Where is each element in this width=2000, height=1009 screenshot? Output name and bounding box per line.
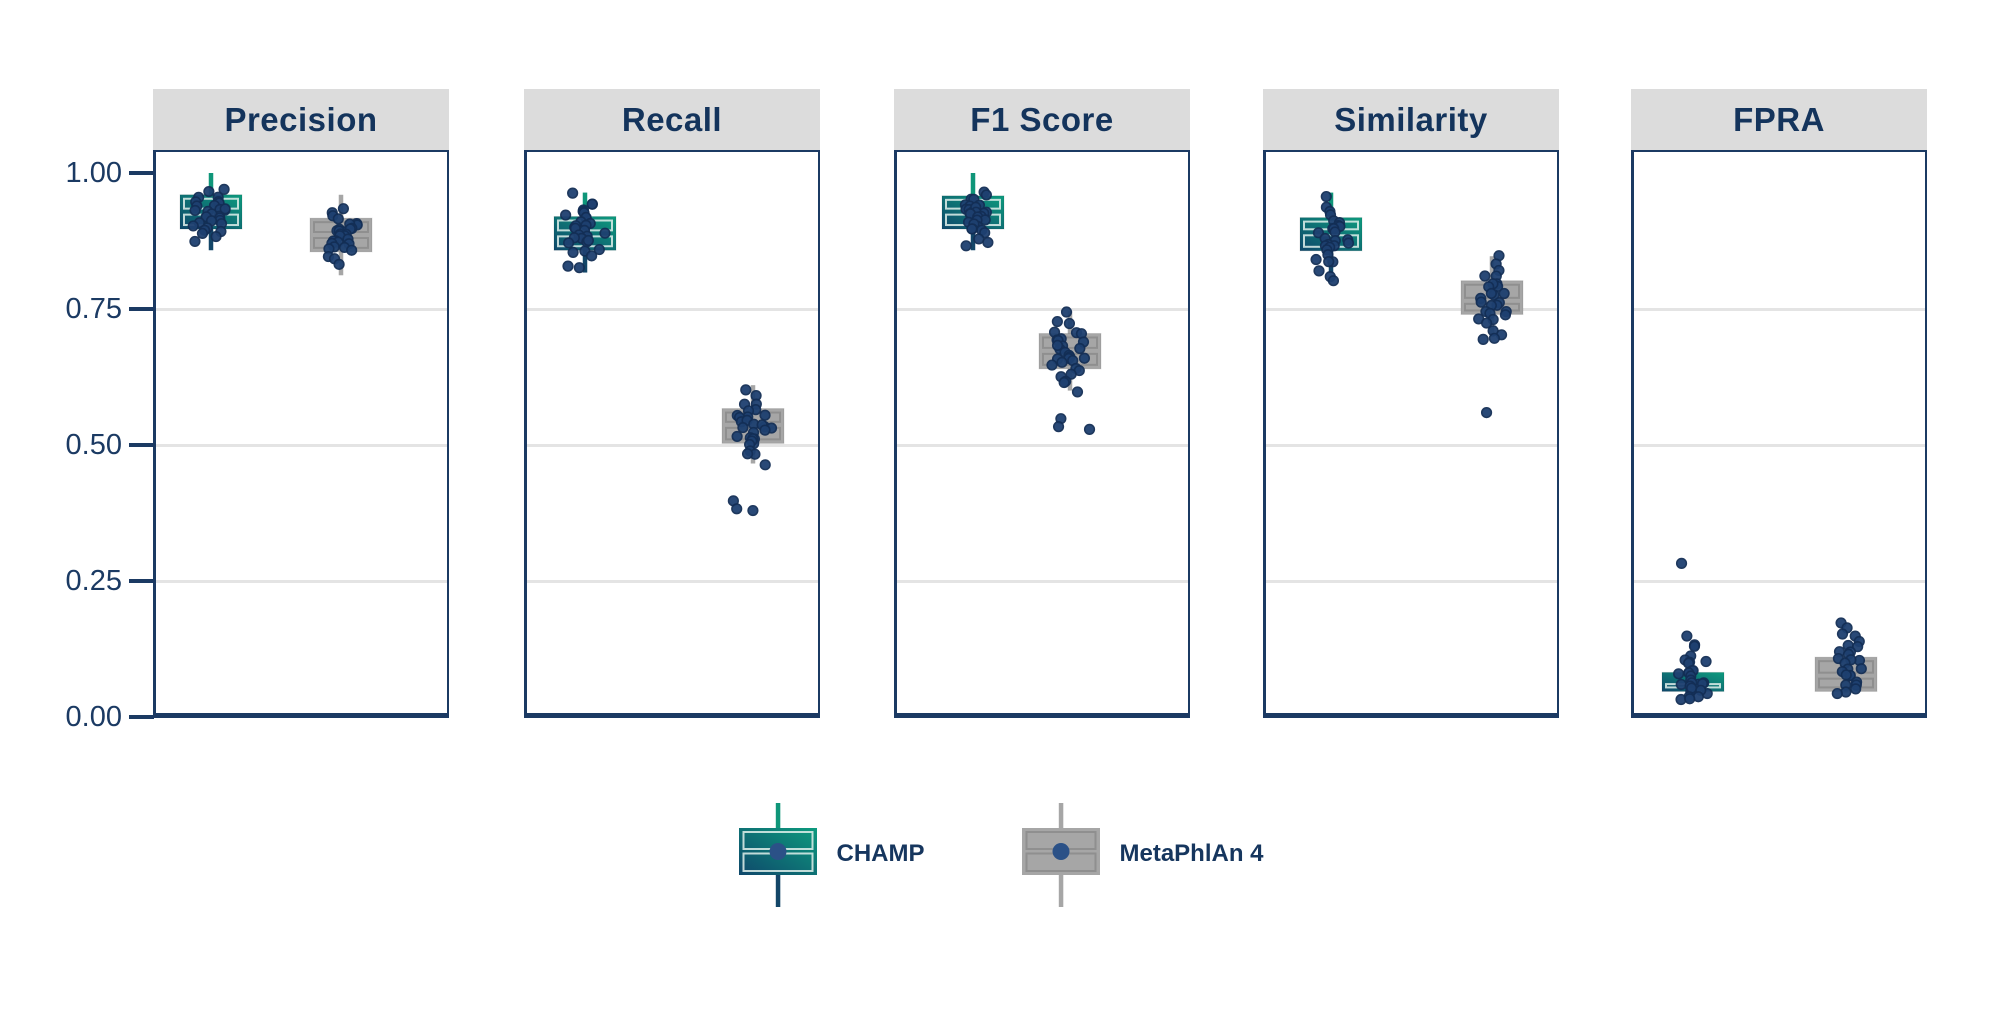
gridline-0.5: [527, 443, 818, 447]
metaphlan4-boxplot-key-icon: [1022, 803, 1101, 907]
gridline-0.5: [1634, 443, 1925, 447]
panel-precision: [153, 150, 449, 718]
champ-boxplot-key-icon: [739, 803, 818, 907]
panel-similarity: [1263, 150, 1559, 718]
gridline-0.5: [897, 443, 1188, 447]
y-tick-label-1.00: 1.00: [65, 157, 122, 189]
legend-label-metaphlan4: MetaPhlAn 4: [1119, 840, 1264, 867]
y-tick-mark-0.50: [129, 443, 154, 447]
facet-header-similarity: Similarity: [1263, 89, 1559, 150]
panel-f1-score: [894, 150, 1190, 718]
gridline-0.75: [527, 307, 818, 311]
gridline-0.75: [156, 307, 447, 311]
facet-header-recall: Recall: [524, 89, 820, 150]
y-tick-label-0.50: 0.50: [65, 429, 122, 461]
gridline-0.25: [156, 579, 447, 583]
y-tick-mark-0.25: [129, 579, 154, 583]
legend-item-champ: CHAMP: [736, 795, 924, 913]
gridline-0.25: [897, 579, 1188, 583]
y-tick-label-0.25: 0.25: [65, 565, 122, 597]
gridline-0.75: [1634, 307, 1925, 311]
y-tick-mark-0.00: [129, 715, 154, 719]
panel-fpra: [1631, 150, 1927, 718]
gridline-0.75: [897, 307, 1188, 311]
gridline-0.5: [156, 443, 447, 447]
facet-header-fpra: FPRA: [1631, 89, 1927, 150]
y-tick-mark-0.75: [129, 307, 154, 311]
gridline-0.25: [527, 579, 818, 583]
y-tick-label-0.75: 0.75: [65, 293, 122, 325]
legend-label-champ: CHAMP: [836, 840, 925, 867]
panel-recall: [524, 150, 820, 718]
gridline-0.25: [1266, 579, 1557, 583]
legend: CHAMP MetaPhlAn 4: [0, 795, 2000, 913]
gridline-0.75: [1266, 307, 1557, 311]
gridline-0.25: [1634, 579, 1925, 583]
gridline-0.5: [1266, 443, 1557, 447]
y-tick-mark-1.00: [129, 171, 154, 175]
facet-header-precision: Precision: [153, 89, 449, 150]
legend-item-metaphlan4: MetaPhlAn 4: [1019, 795, 1264, 913]
facet-header-f1-score: F1 Score: [894, 89, 1190, 150]
y-tick-label-0.00: 0.00: [65, 701, 122, 733]
